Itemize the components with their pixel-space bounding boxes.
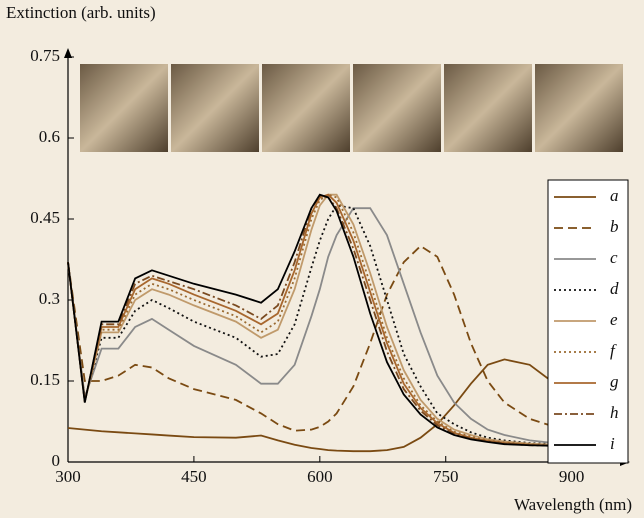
series-line (67, 193, 614, 447)
x-tick-label: 300 (55, 467, 81, 486)
legend-label: f (610, 341, 617, 360)
legend-label: e (610, 310, 618, 329)
y-tick-label: 0 (52, 451, 61, 470)
legend-label: a (610, 186, 619, 205)
sem-images (80, 64, 623, 152)
y-tick-label: 0.45 (30, 208, 60, 227)
y-axis-label: Extinction (arb. units) (6, 3, 156, 22)
y-tick-label: 0.75 (30, 46, 60, 65)
y-tick-label: 0.6 (39, 127, 60, 146)
legend-label: c (610, 248, 618, 267)
x-tick-label: 600 (307, 467, 333, 486)
sem-image (444, 64, 532, 152)
sem-image (535, 64, 623, 152)
x-tick-label: 750 (433, 467, 459, 486)
legend-label: b (610, 217, 619, 236)
series-line (67, 194, 614, 447)
sem-image (80, 64, 168, 152)
sem-image (171, 64, 259, 152)
legend-label: d (610, 279, 619, 298)
series-line (67, 207, 614, 446)
sem-image (262, 64, 350, 152)
y-axis-arrow (64, 48, 72, 58)
series-line (67, 193, 614, 447)
legend-label: g (610, 372, 619, 391)
y-tick-label: 0.3 (39, 289, 60, 308)
y-tick-label: 0.15 (30, 370, 60, 389)
series-line (67, 244, 614, 439)
x-axis-label: Wavelength (nm) (514, 495, 632, 514)
legend-label: i (610, 434, 615, 453)
sem-image (353, 64, 441, 152)
series-line (67, 358, 615, 453)
series-line (67, 204, 614, 446)
legend-label: h (610, 403, 619, 422)
x-tick-label: 900 (559, 467, 585, 486)
series-line (67, 193, 614, 447)
x-tick-label: 450 (181, 467, 207, 486)
